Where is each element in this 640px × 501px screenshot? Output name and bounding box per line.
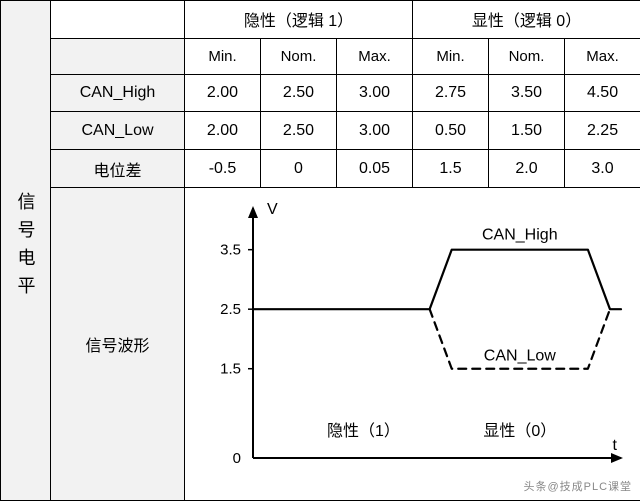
value-cell: 3.50	[489, 74, 565, 112]
svg-text:2.5: 2.5	[220, 301, 241, 318]
value-cell: 2.50	[261, 74, 337, 112]
waveform-cell: 01.52.53.5VtCAN_HighCAN_Low隐性（1）显性（0） 头条…	[185, 188, 640, 501]
waveform-chart: 01.52.53.5VtCAN_HighCAN_Low隐性（1）显性（0） 头条…	[185, 188, 640, 500]
waveform-svg: 0 1.5 2.5 3.5 Vt CAN_High CAN_Low 隐性（1） 显性（0）	[185, 188, 640, 488]
subheader: Max.	[337, 38, 413, 74]
value-cell: 0.05	[337, 150, 413, 188]
value-cell: 0.50	[413, 112, 489, 150]
signal-level-table: 信号电平 隐性（逻辑 1） 显性（逻辑 0） Min. Nom. Max. Mi…	[0, 0, 640, 501]
value-cell: 2.00	[185, 112, 261, 150]
row-label: CAN_Low	[51, 112, 185, 150]
row-label: 电位差	[51, 150, 185, 188]
value-cell: 2.25	[565, 112, 640, 150]
value-cell: 1.5	[413, 150, 489, 188]
blank-subheader	[51, 38, 185, 74]
value-cell: 4.50	[565, 74, 640, 112]
subheader: Max.	[565, 38, 640, 74]
subheader: Nom.	[261, 38, 337, 74]
value-cell: 3.0	[565, 150, 640, 188]
svg-text:1.5: 1.5	[220, 361, 241, 378]
svg-text:t: t	[613, 437, 618, 454]
subheader: Nom.	[489, 38, 565, 74]
svg-text:3.5: 3.5	[220, 242, 241, 259]
value-cell: 3.00	[337, 74, 413, 112]
group-header-dominant: 显性（逻辑 0）	[413, 1, 640, 39]
side-label: 信号电平	[13, 192, 39, 304]
svg-text:显性（0）: 显性（0）	[483, 422, 556, 440]
value-cell: 2.0	[489, 150, 565, 188]
subheader: Min.	[413, 38, 489, 74]
value-cell: 0	[261, 150, 337, 188]
table-row: CAN_Low 2.00 2.50 3.00 0.50 1.50 2.25	[1, 112, 640, 150]
subheader: Min.	[185, 38, 261, 74]
svg-text:CAN_Low: CAN_Low	[484, 348, 556, 365]
value-cell: 2.00	[185, 74, 261, 112]
side-label-cell: 信号电平	[1, 1, 51, 501]
value-cell: 2.75	[413, 74, 489, 112]
value-cell: -0.5	[185, 150, 261, 188]
svg-text:隐性（1）: 隐性（1）	[327, 422, 400, 440]
value-cell: 3.00	[337, 112, 413, 150]
table-row: CAN_High 2.00 2.50 3.00 2.75 3.50 4.50	[1, 74, 640, 112]
row-label: CAN_High	[51, 74, 185, 112]
waveform-row: 信号波形 0 1.5 2.5 3.5 Vt CAN_High CAN_Low 隐性（1） 显性（…	[1, 188, 640, 501]
waveform-label: 信号波形	[51, 188, 185, 501]
group-header-recessive: 隐性（逻辑 1）	[185, 1, 413, 39]
value-cell: 2.50	[261, 112, 337, 150]
svg-text:0: 0	[233, 450, 241, 467]
svg-text:CAN_High: CAN_High	[482, 227, 558, 244]
svg-text:V: V	[267, 201, 278, 218]
blank-header	[51, 1, 185, 39]
value-cell: 1.50	[489, 112, 565, 150]
table-row: 电位差 -0.5 0 0.05 1.5 2.0 3.0	[1, 150, 640, 188]
